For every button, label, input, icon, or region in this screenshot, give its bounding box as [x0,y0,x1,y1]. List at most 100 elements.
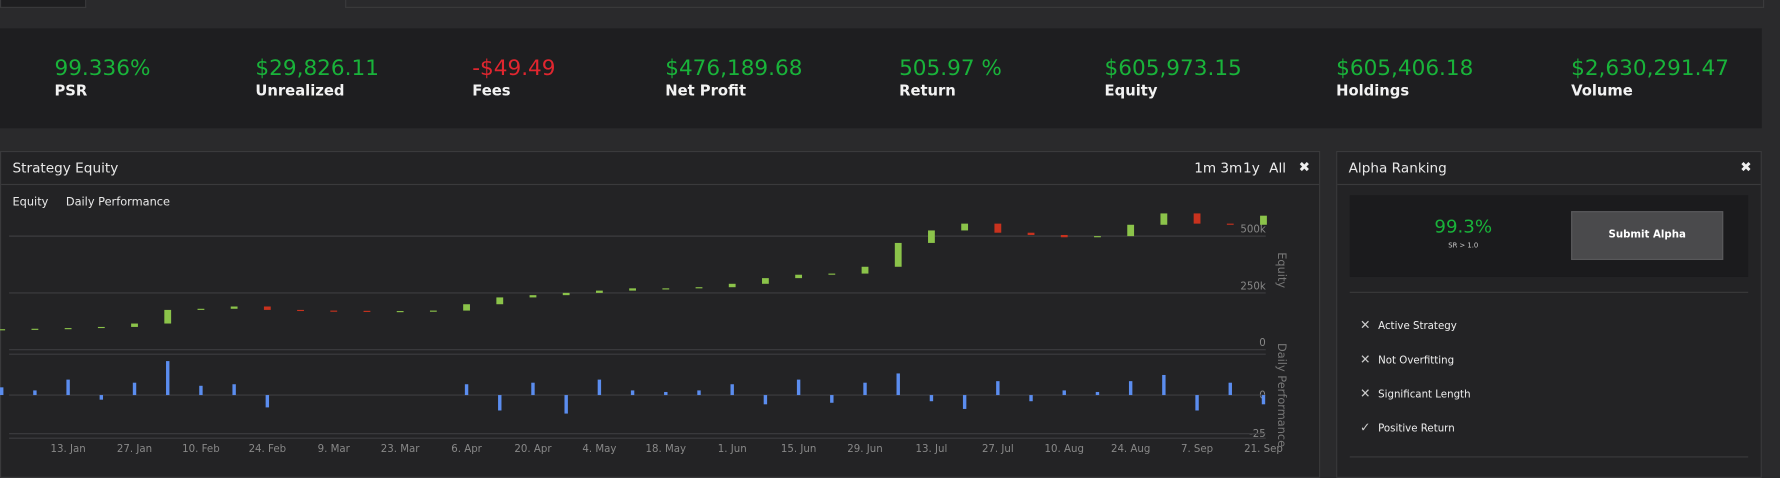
performance-bar [830,395,834,403]
performance-bar [1095,391,1100,396]
range-button[interactable]: 3m [1220,160,1243,176]
candle [961,223,969,231]
x-tick-label: 1. Jun [718,444,747,455]
cross-icon: ✕ [1359,351,1371,367]
stat: -$49.49 Fees [472,56,555,100]
chart: Equity Daily Performance Equity Daily Perfo… [0,194,1289,455]
legend-entry: Equity [12,194,48,208]
candle [595,290,603,293]
score-caption: SR > 1.0 [1448,241,1479,250]
candle [97,326,105,329]
performance-bar [66,379,70,396]
performance-bar [199,385,203,396]
candle [1193,213,1201,224]
candle [31,328,39,330]
stat: $605,973.15 Equity [1105,56,1242,100]
submit-button[interactable]: Submit Alpha [1571,211,1724,260]
candle [330,310,338,312]
candle [164,309,172,324]
divider [1349,291,1749,293]
y2-tick-label: -25 [1249,429,1266,440]
performance-bar [0,387,4,396]
check-item: ✕ Active Strategy [1360,318,1457,333]
range-button[interactable]: All [1269,160,1287,176]
stat-value: 505.97 % [899,55,1002,81]
stat-value: $2,630,291.47 [1571,55,1729,81]
x-tick-label: 18. May [646,444,687,455]
x-tick-label: 4. May [582,444,616,455]
candle [263,306,271,310]
candle [429,310,437,312]
stat-value: $476,189.68 [665,55,803,81]
performance-bar [132,382,137,396]
panel-header: Alpha Ranking ✖ [1337,152,1761,186]
performance-bar [531,382,535,396]
candle [0,329,6,331]
range-button[interactable]: 1y [1243,160,1260,176]
candle [795,274,803,279]
x-tick-label: 24. Feb [249,444,287,455]
x-tick-label: 9. Mar [318,444,351,455]
x-tick-label: 20. Apr [514,444,552,455]
performance-bar [498,395,502,411]
candle [1260,215,1267,225]
performance-bar [1128,381,1133,396]
close-button[interactable]: ✖ [1740,158,1752,175]
check-label: Active Strategy [1378,321,1457,333]
stat: $605,406.18 Holdings [1336,56,1473,100]
performance-bar [232,384,236,396]
candle [994,223,1002,233]
performance-bar [796,379,801,396]
stat-label: PSR [54,82,88,100]
performance-bar [962,395,967,409]
cross-icon: ✕ [1359,317,1371,333]
performance-bar [929,395,934,402]
close-button[interactable]: ✖ [1298,158,1311,175]
performance-bar [265,395,270,408]
stat-value: -$49.49 [472,55,556,81]
top-tab[interactable] [0,0,87,8]
candle [1060,234,1068,238]
x-tick-label: 15. Jun [781,444,816,455]
x-tick-label: 23. Mar [381,444,421,455]
x-tick-label: 21. Sep [1244,444,1283,455]
candle [363,310,371,312]
candle [1027,232,1035,235]
panel-title: Alpha Ranking [1348,160,1447,176]
x-tick-label: 24. Aug [1111,444,1150,455]
range-button[interactable]: 1m [1194,160,1217,176]
stat-label: Holdings [1336,82,1410,100]
y-tick-label: 500k [1240,225,1265,236]
candle [695,287,703,289]
stat: $476,189.68 Net Profit [665,56,802,100]
stat-value: $605,973.15 [1104,55,1242,81]
candle [562,292,570,296]
cross-icon: ✕ [1359,385,1371,401]
stat-label: Net Profit [665,82,747,100]
candle [728,283,736,288]
panel-header: Strategy Equity 1m 3m 1y All ✖ [1,152,1320,186]
performance-bar [597,379,602,396]
legend-entry: Daily Performance [66,194,170,208]
performance-bar [1162,374,1166,396]
performance-bar [166,361,170,396]
performance-bar [1029,395,1033,402]
check-item: ✕ Not Overfitting [1360,352,1454,367]
check-label: Significant Length [1378,389,1471,401]
x-tick-label: 27. Jul [982,444,1014,455]
candle [894,242,902,267]
candle [629,288,636,291]
candle [828,273,836,275]
check-icon: ✓ [1359,420,1371,435]
stat-value: 99.336% [54,55,151,81]
candle [197,308,205,310]
x-tick-label: 10. Feb [182,444,220,455]
candle [396,311,404,313]
x-tick-label: 13. Jan [51,444,86,455]
performance-bar [1261,395,1266,405]
stat: $29,826.11 Unrealized [255,56,379,100]
stat: 99.336% PSR [54,56,150,100]
candle [496,297,504,305]
